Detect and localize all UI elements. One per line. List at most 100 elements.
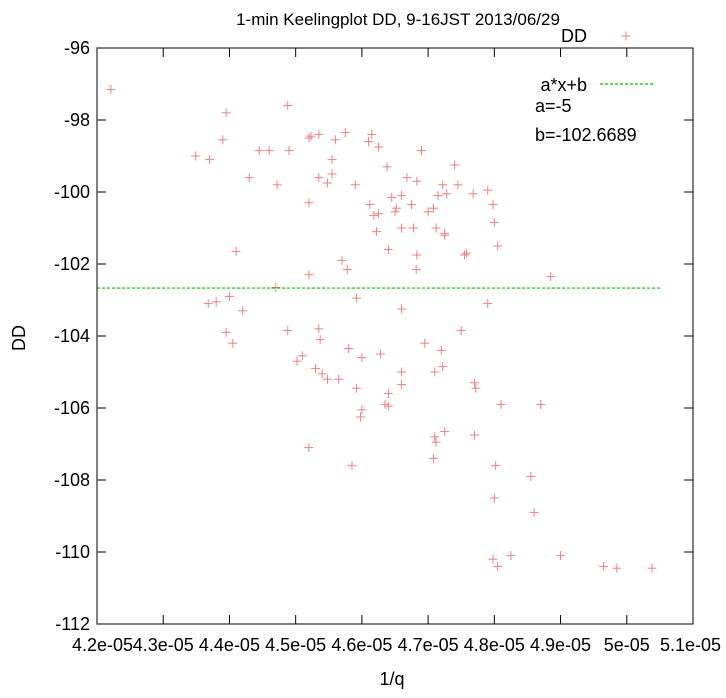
- data-point: [283, 326, 293, 336]
- legend-marker-plus: [621, 31, 631, 41]
- data-point: [397, 191, 407, 201]
- data-point: [314, 324, 324, 334]
- data-point: [491, 461, 501, 471]
- y-tick-label: -98: [64, 110, 90, 130]
- data-point: [106, 84, 116, 94]
- data-point: [430, 367, 440, 377]
- y-tick-label: -112: [55, 614, 90, 634]
- data-point: [211, 297, 221, 307]
- data-point: [334, 374, 344, 384]
- chart-title: 1-min Keelingplot DD, 9-16JST 2013/06/29: [236, 10, 560, 29]
- data-point: [272, 180, 282, 190]
- data-point: [440, 230, 450, 240]
- data-point: [304, 133, 314, 143]
- x-tick-label: 4.8e-05: [464, 635, 525, 655]
- data-point: [383, 401, 393, 411]
- data-point: [382, 162, 392, 172]
- data-point: [438, 180, 448, 190]
- data-point: [228, 338, 238, 348]
- data-point: [304, 443, 314, 453]
- data-point: [322, 374, 332, 384]
- data-point: [350, 180, 360, 190]
- data-point: [238, 306, 248, 316]
- data-point: [488, 554, 498, 564]
- data-point: [304, 198, 314, 208]
- y-tick-label: -96: [64, 38, 90, 58]
- data-point: [191, 151, 201, 161]
- data-point: [387, 192, 397, 202]
- data-point: [221, 108, 231, 118]
- y-tick-label: -102: [54, 254, 90, 274]
- y-tick-label: -110: [55, 542, 90, 562]
- data-point: [306, 131, 316, 141]
- data-point: [357, 353, 367, 363]
- data-point: [440, 426, 450, 436]
- data-point: [556, 551, 566, 561]
- y-axis: -96 -98 -100 -102 -104 -106 -108 -110 -112: [54, 38, 693, 634]
- data-point: [489, 218, 499, 228]
- data-point: [489, 493, 499, 503]
- x-axis: 4.2e-05 4.3e-05 4.4e-05 4.5e-05 4.6e-05 4.7e-…: [72, 48, 721, 655]
- data-point: [460, 250, 470, 260]
- data-point: [407, 200, 417, 210]
- data-point: [647, 563, 657, 573]
- data-point: [373, 209, 383, 219]
- data-point: [218, 135, 228, 145]
- data-point: [493, 241, 503, 251]
- data-point: [203, 299, 213, 309]
- data-point: [483, 299, 493, 309]
- data-point: [423, 207, 433, 217]
- data-point: [390, 207, 400, 217]
- data-point: [433, 191, 443, 201]
- data-point: [529, 507, 539, 517]
- data-point: [471, 383, 481, 393]
- data-point: [416, 146, 426, 156]
- data-point: [369, 210, 379, 220]
- data-point: [315, 335, 325, 345]
- data-point: [311, 363, 321, 373]
- data-point: [438, 362, 448, 372]
- data-point: [488, 200, 498, 210]
- data-point: [297, 351, 307, 361]
- data-point: [412, 176, 422, 186]
- data-point: [244, 173, 254, 183]
- data-point: [383, 245, 393, 255]
- plot-marks: [97, 84, 660, 573]
- x-tick-label: 4.3e-05: [133, 635, 194, 655]
- x-tick-label: 5e-05: [604, 635, 650, 655]
- data-point: [352, 293, 362, 303]
- legend-label: DD: [561, 26, 587, 46]
- data-point: [224, 291, 234, 301]
- data-point: [493, 561, 503, 571]
- data-point: [430, 432, 440, 442]
- data-point: [442, 189, 452, 199]
- data-point: [347, 461, 357, 471]
- data-point: [344, 344, 354, 354]
- data-point: [322, 178, 332, 188]
- data-point: [221, 327, 231, 337]
- data-point: [292, 356, 302, 366]
- legend-annotation: b=-102.6689: [535, 125, 637, 145]
- data-point: [357, 405, 367, 415]
- data-point: [352, 383, 362, 393]
- y-tick-label: -106: [54, 398, 90, 418]
- data-point: [342, 264, 352, 274]
- data-point: [327, 169, 337, 179]
- data-point: [428, 203, 438, 213]
- data-point: [317, 369, 327, 379]
- data-point: [436, 345, 446, 355]
- data-point: [364, 137, 374, 147]
- data-point: [397, 304, 407, 314]
- data-point: [337, 255, 347, 265]
- data-point: [450, 160, 460, 170]
- x-tick-label: 4.4e-05: [199, 635, 260, 655]
- data-point: [356, 412, 366, 422]
- legend-annotation: a=-5: [535, 96, 572, 116]
- data-point: [431, 437, 441, 447]
- x-axis-title: 1/q: [379, 669, 404, 689]
- data-point: [367, 129, 377, 139]
- data-point: [314, 173, 324, 183]
- data-point: [314, 129, 324, 139]
- data-point: [599, 561, 609, 571]
- data-point: [373, 142, 383, 152]
